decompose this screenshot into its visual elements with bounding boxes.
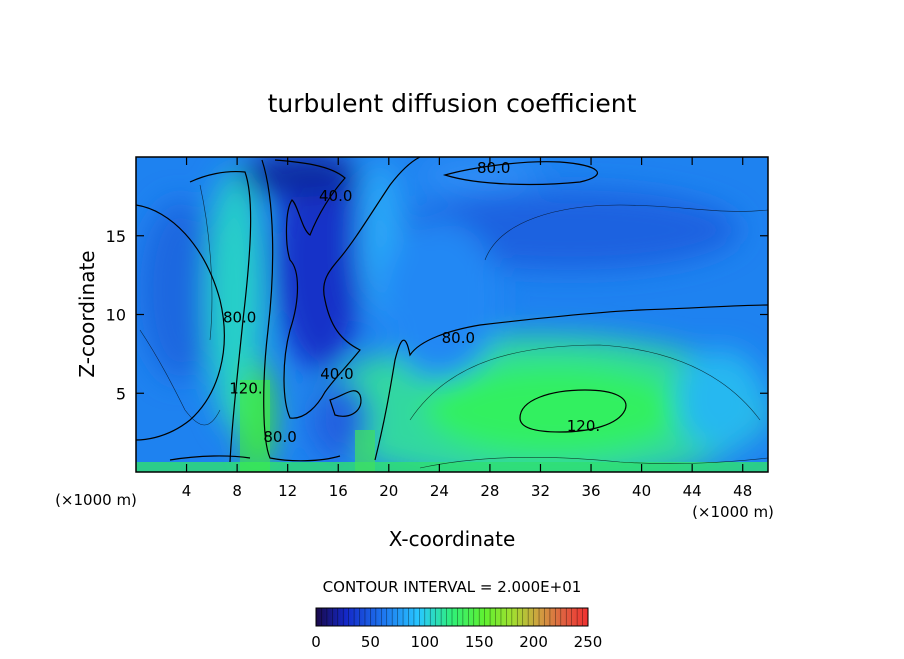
y-axis-unit: (×1000 m) [55,491,137,509]
contour-label: 80.0 [442,329,475,347]
x-tick-label: 12 [278,482,297,500]
contour-label: 40.0 [319,187,352,205]
colorbar-tick-label: 100 [410,633,439,651]
x-tick-label: 16 [329,482,348,500]
x-tick-label: 44 [683,482,702,500]
x-tick-label: 28 [480,482,499,500]
x-axis-unit: (×1000 m) [692,503,774,521]
colorbar-tick-label: 250 [574,633,603,651]
x-tick-label: 8 [232,482,242,500]
plot-area [136,157,768,472]
x-tick-label: 24 [430,482,449,500]
x-axis-label: X-coordinate [389,527,516,551]
contour-label: 80.0 [263,428,296,446]
colorbar-tick-label: 0 [311,633,321,651]
x-tick-label: 20 [379,482,398,500]
x-tick-label: 36 [581,482,600,500]
field-shading [140,157,768,472]
colorbar-stripes [321,608,583,626]
contour-label: 80.0 [223,308,256,326]
y-axis-label: Z-coordinate [75,250,99,377]
contour-label: 120. [229,379,262,397]
colorbar-ticks: 0 50 100 150 200 250 [311,633,602,651]
colorbar-tick-label: 200 [519,633,548,651]
y-tick-label: 15 [106,227,126,246]
x-axis-ticks: 4 8 12 16 20 24 28 32 36 40 44 48 [182,157,752,500]
colorbar-tick-label: 50 [361,633,380,651]
contour-interval-label: CONTOUR INTERVAL = 2.000E+01 [323,578,582,596]
y-tick-label: 10 [106,306,126,325]
x-tick-label: 40 [632,482,651,500]
x-tick-label: 48 [733,482,752,500]
colorbar: 0 50 100 150 200 250 [311,607,602,651]
contour-lines [136,157,768,463]
contour-label: 80.0 [477,159,510,177]
x-tick-label: 32 [531,482,550,500]
contour-label: 40.0 [320,365,353,383]
y-axis-ticks: 5 10 15 [106,227,768,403]
y-tick-label: 5 [116,384,126,403]
contour-labels: 80.0 40.0 80.0 80.0 40.0 120. 120. 80.0 [223,159,600,446]
x-tick-label: 4 [182,482,192,500]
colorbar-tick-label: 150 [465,633,494,651]
contour-label: 120. [567,417,600,435]
chart-title: turbulent diffusion coefficient [268,89,637,118]
